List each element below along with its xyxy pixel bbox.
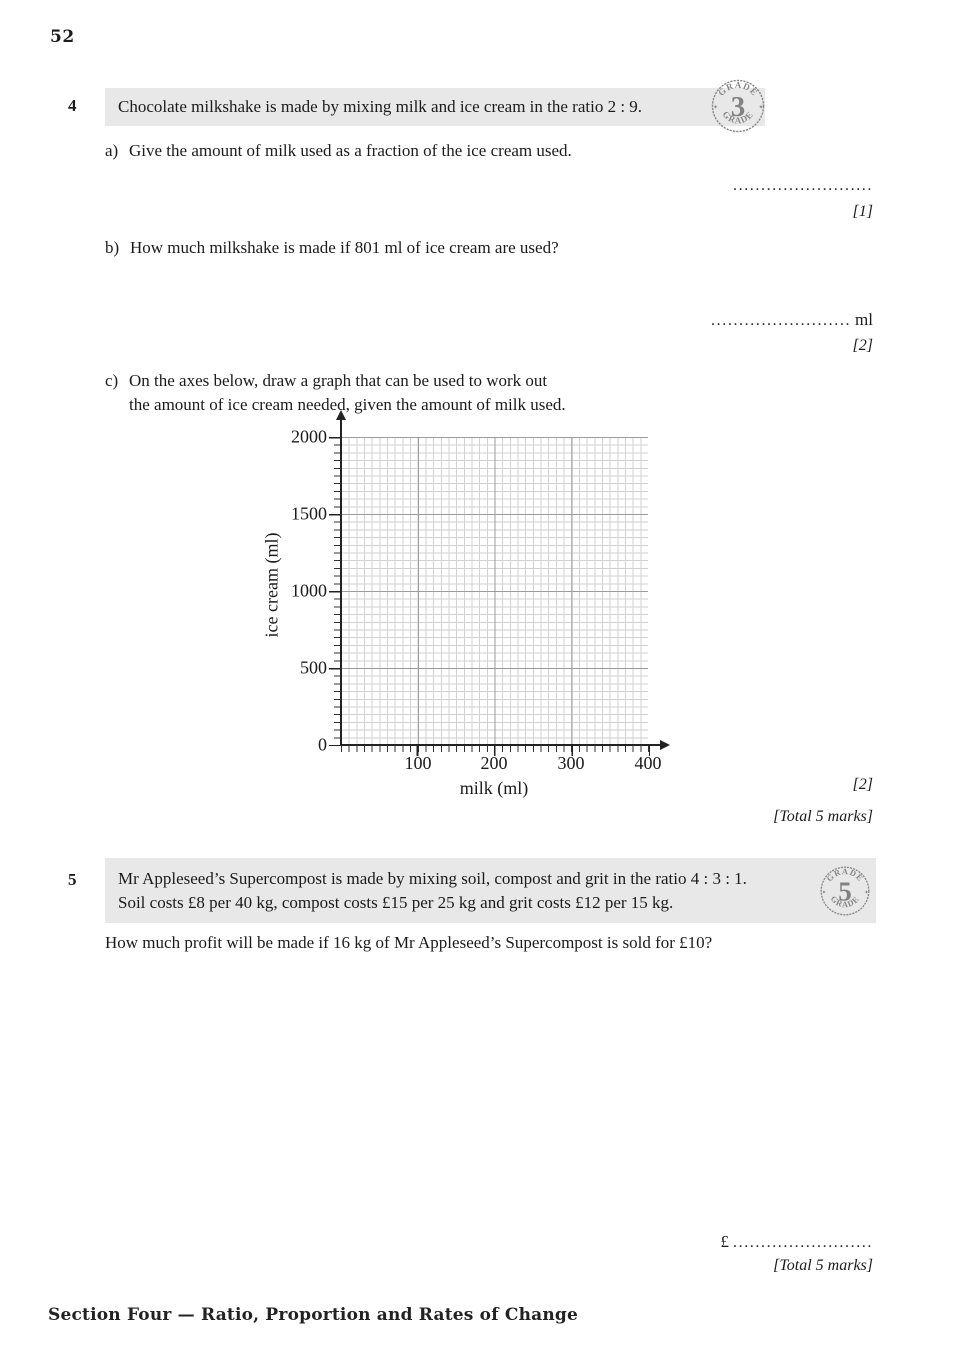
svg-text:GRADE: GRADE [721, 109, 756, 125]
question-5-answer-line: £ ......................... [721, 1231, 874, 1253]
part-b-answer-unit: ml [855, 310, 873, 329]
question-5-intro-line2: Soil costs £8 per 40 kg, compost costs £… [118, 893, 674, 912]
part-a-text: Give the amount of milk used as a fracti… [129, 141, 572, 160]
svg-text:GRADE: GRADE [829, 894, 862, 909]
x-tick-100: 100 [404, 753, 432, 773]
question-5-intro-line1: Mr Appleseed’s Supercompost is made by m… [118, 869, 747, 888]
part-b-answer-dots: ......................... [711, 312, 852, 329]
badge-ornament-left: ✦ [822, 889, 827, 896]
part-c-marks: [2] [852, 776, 873, 793]
y-tick-500: 500 [300, 657, 327, 678]
y-axis-arrow-icon [336, 410, 346, 420]
badge-word-bottom: GRADE [829, 894, 861, 909]
question-5-text: How much profit will be made if 16 kg of… [105, 933, 713, 952]
page-number: 52 [50, 27, 75, 47]
y-tick-0: 0 [318, 734, 327, 755]
part-a-answer-line: ......................... [733, 177, 873, 194]
x-axis-arrow-icon [660, 740, 670, 750]
x-tick-300: 300 [557, 753, 585, 773]
question-5-answer-dots: ......................... [733, 1234, 873, 1251]
badge-ornament-left: ✦ [713, 104, 718, 111]
part-b-marks: [2] [852, 337, 873, 354]
grade-number: 5 [838, 876, 852, 906]
part-b-text: How much milkshake is made if 801 ml of … [130, 238, 559, 257]
x-axis-title: milk (ml) [459, 778, 529, 798]
question-4-intro-box: Chocolate milkshake is made by mixing mi… [105, 88, 765, 126]
question-4-number: 4 [68, 96, 77, 115]
part-b-answer-line: ......................... ml [711, 309, 873, 331]
grade-number: 3 [731, 91, 746, 123]
y-axis-line [339, 418, 342, 746]
part-c-label: c) [105, 371, 119, 390]
part-c-text-line1: On the axes below, draw a graph that can… [129, 371, 548, 390]
x-axis-line [339, 744, 662, 746]
y-axis-major-ticks [329, 437, 340, 746]
y-tick-1000: 1000 [291, 580, 327, 601]
question-5-total-marks: [Total 5 marks] [773, 1257, 873, 1274]
y-axis-title: ice cream (ml) [261, 532, 282, 638]
graph-grid-area [341, 437, 648, 745]
currency-symbol: £ [720, 1232, 730, 1251]
question-4-total-marks: [Total 5 marks] [773, 808, 873, 825]
grade-3-badge-icon: GRADE GRADE 3 ✦ ✦ [711, 79, 765, 133]
badge-ornament-right: ✦ [759, 104, 764, 111]
badge-ornament-right: ✦ [864, 889, 869, 896]
x-axis-major-ticks [341, 746, 650, 756]
y-tick-1500: 1500 [291, 503, 327, 524]
x-tick-400: 400 [634, 753, 662, 773]
badge-word-bottom: GRADE [721, 109, 755, 125]
part-a-label: a) [105, 141, 119, 160]
part-a-marks: [1] [852, 203, 873, 220]
part-c-text-line2: the amount of ice cream needed, given th… [129, 395, 566, 414]
grade-5-badge-icon: GRADE GRADE 5 ✦ ✦ [820, 866, 870, 916]
question-4-intro-text: Chocolate milkshake is made by mixing mi… [118, 97, 643, 116]
section-footer: Section Four — Ratio, Proportion and Rat… [48, 1305, 579, 1325]
x-tick-200: 200 [480, 753, 508, 773]
y-tick-2000: 2000 [291, 426, 327, 447]
part-b-label: b) [105, 238, 120, 257]
question-5-intro-box: Mr Appleseed’s Supercompost is made by m… [105, 858, 876, 923]
question-5-number: 5 [68, 870, 77, 889]
